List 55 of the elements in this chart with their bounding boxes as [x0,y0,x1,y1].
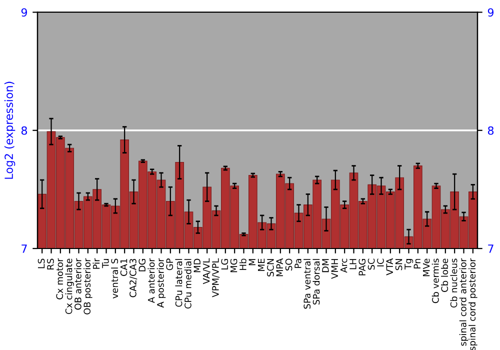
x-tick-label: MPA [276,258,283,276]
y2-tick-label: 8 [488,126,494,135]
x-tick-label: LS [38,258,45,268]
x-tick-label: spinal cord anterior [459,258,468,346]
x-tick-label: Pir [92,258,100,269]
x-tick-label: RS [47,258,54,270]
y-axis-title: Log2 (expression) [4,82,16,179]
x-tick-label: Cx cingulate [65,258,74,314]
x-tick-label: Cb vermis [432,258,439,304]
x-tick-label: CA1 [120,259,128,276]
x-tick-label: OB posterior [84,258,92,314]
x-tick-label: Pn [414,258,420,268]
x-tick-label: SC [368,258,375,270]
x-tick-label: Tu [102,259,109,268]
x-tick-label: CA2/CA3 [130,258,138,298]
x-tick-label: CPu medial [184,259,192,309]
x-tick-label: IC [377,258,384,266]
y2-tick-label: 7 [488,244,494,253]
x-tick-label: Cx motor [56,258,64,300]
x-tick-label: DM [322,259,329,272]
y-tick-label: 7 [22,244,27,253]
x-tick-label: GP [166,258,174,270]
x-tick-label: spinal cord posterior [468,258,478,350]
x-tick-label: Hb [239,258,246,270]
x-tick-label: SN [395,259,402,270]
x-tick-label: A posterior [156,258,166,308]
x-tick-label: OB anterior [74,258,82,310]
x-tick-label: Tg [404,259,414,270]
x-tick-label: VTA [386,258,393,276]
y2-tick-label: 9 [488,8,494,17]
y-tick-label: 9 [21,8,27,17]
x-tick-label: SPa ventral [304,259,311,309]
x-tick-label: VA/VL [202,258,210,284]
y-tick-label: 8 [21,126,28,135]
x-tick-label: PAG [358,258,366,276]
x-tick-label: Cb lobe [441,258,448,292]
x-tick-label: MD [194,258,200,272]
x-tick-label: VPM/VPL [212,258,220,298]
x-tick-label: Pa [294,259,302,268]
x-tick-label: VMH [331,259,338,279]
x-tick-label: MVe [422,258,430,276]
x-tick-label: ME [258,258,265,271]
x-tick-label: LG [221,258,228,270]
x-tick-label: CPu lateral [175,259,182,307]
x-tick-label: SCN [267,259,274,276]
x-tick-label: MG [230,258,238,272]
x-tick-label: Cb nucleus [450,258,458,308]
x-tick-label: DG [138,258,146,272]
x-tick-label: ventral S [111,258,118,298]
x-tick-label: SPa dorsal [312,259,320,305]
x-tick-label: LH [350,259,356,270]
x-tick-label: Arc [340,258,348,273]
x-tick-label: A anterior [148,258,155,303]
x-tick-label: SO [285,258,292,270]
x-tick-label: M [248,259,256,266]
